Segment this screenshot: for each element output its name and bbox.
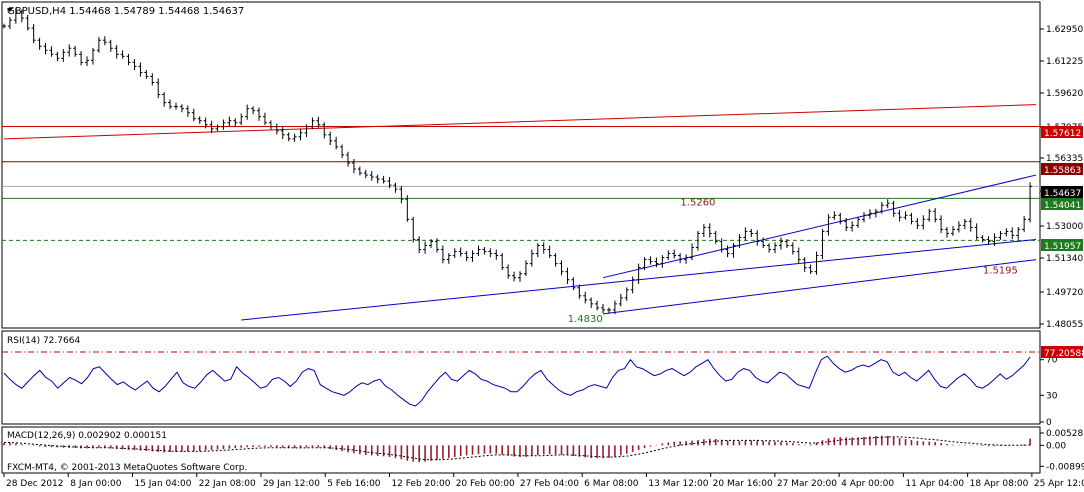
time-axis: 28 Dec 2012 8 Jan 00:00 15 Jan 04:00 22 Jan… — [3, 473, 1084, 489]
price-tag-box — [1041, 239, 1083, 251]
time-tick-label: 27 Mar 20:00 — [777, 479, 837, 489]
price-annotation: 1.4830 — [568, 314, 603, 325]
price-annotations: 1.5260 1.4830 1.5195 — [568, 197, 1018, 325]
time-tick-label: 18 Apr 08:00 — [970, 479, 1029, 489]
time-tick-label: 28 Dec 2012 — [6, 479, 64, 489]
macd-tick-label: 0.00 — [1046, 441, 1066, 451]
time-tick-label: 12 Feb 20:00 — [391, 479, 450, 489]
macd-histogram — [3, 435, 1031, 463]
copyright-watermark: FXCM-MT4, © 2001-2013 MetaQuotes Softwar… — [7, 463, 247, 473]
macd-tick-label: 0.00528 — [1046, 429, 1083, 439]
macd-pane: 0.00528 0.00 -0.00899 MACD(12,26,9) 0.0029… — [1, 426, 1084, 474]
time-tick-label: 20 Mar 16:00 — [713, 479, 773, 489]
rsi-pane-border — [1, 330, 1041, 425]
price-tick-label: 1.49720 — [1046, 288, 1083, 298]
time-tick-label: 13 Mar 12:00 — [648, 479, 708, 489]
macd-pane-border — [1, 426, 1041, 474]
time-tick-label: 11 Apr 04:00 — [905, 479, 964, 489]
macd-header: MACD(12,26,9) 0.002902 0.000151 — [7, 431, 167, 441]
time-tick-label: 8 Jan 00:00 — [70, 479, 122, 489]
price-tick-label: 1.51340 — [1046, 254, 1083, 264]
rsi-tick-label: 0 — [1046, 418, 1052, 428]
rsi-pane: 70 30 0 77.20588 RSI(14) 72.7664 — [1, 330, 1084, 428]
price-tags: 1.57612 1.55863 1.54637 1.54041 1.51957 — [1041, 126, 1083, 252]
price-trend-lines — [3, 104, 1037, 321]
rsi-tick-label: 70 — [1046, 356, 1058, 366]
time-tick-label: 25 Apr 12:00 — [1034, 479, 1084, 489]
price-tag-box — [1041, 126, 1083, 138]
price-tick-label: 1.53000 — [1046, 222, 1083, 232]
price-tick-label: 1.59620 — [1046, 89, 1083, 99]
price-tag-label: 1.54041 — [1044, 201, 1081, 211]
trend-line — [3, 104, 1037, 140]
price-pane-border — [1, 1, 1041, 329]
price-tag-label: 1.54637 — [1044, 189, 1081, 199]
rsi-header: RSI(14) 72.7664 — [7, 336, 80, 346]
symbol-header: GBPUSD,H4 1.54468 1.54789 1.54468 1.5463… — [7, 6, 244, 17]
price-pane: 1.5260 1.4830 1.5195 1.62950 1.61225 1.59620… — [1, 1, 1083, 330]
time-tick-label: 15 Jan 04:00 — [134, 479, 191, 489]
price-tick-label: 1.61225 — [1046, 57, 1083, 67]
price-tag-box — [1041, 186, 1083, 198]
price-annotation: 1.5195 — [983, 266, 1018, 277]
trend-line — [602, 259, 1037, 315]
time-tick-label: 4 Apr 00:00 — [841, 479, 894, 489]
price-y-axis: 1.629501.612251.596201.579751.563351.546… — [1040, 25, 1083, 330]
price-tag-box — [1041, 198, 1083, 210]
price-tick-label: 1.62950 — [1046, 25, 1083, 35]
price-tag-label: 1.51957 — [1044, 242, 1081, 252]
time-tick-label: 22 Jan 08:00 — [199, 479, 256, 489]
price-tag-label: 1.55863 — [1044, 166, 1081, 176]
price-tick-label: 1.48055 — [1046, 320, 1083, 330]
price-tag-box — [1041, 163, 1083, 175]
price-bars — [2, 8, 1033, 315]
time-tick-label: 6 Mar 08:00 — [584, 479, 639, 489]
rsi-level-tag-box — [1041, 346, 1083, 358]
rsi-y-axis: 70 30 0 77.20588 — [1040, 346, 1084, 428]
rsi-line — [3, 355, 1031, 407]
rsi-series-line — [3, 355, 1031, 407]
rsi-tick-label: 30 — [1046, 391, 1058, 401]
time-tick-label: 29 Jan 12:00 — [263, 479, 320, 489]
price-horizontal-lines — [2, 126, 1040, 241]
price-tag-label: 1.57612 — [1044, 129, 1081, 139]
time-tick-label: 20 Feb 00:00 — [456, 479, 515, 489]
macd-y-axis: 0.00528 0.00 -0.00899 — [1040, 429, 1084, 472]
price-tick-label: 1.56335 — [1046, 154, 1083, 164]
symbol-dropdown-icon — [7, 8, 13, 12]
trend-line — [602, 174, 1037, 279]
price-annotation: 1.5260 — [680, 197, 715, 208]
rsi-level-tag-label: 77.20588 — [1044, 349, 1084, 359]
macd-tick-label: -0.00899 — [1046, 462, 1084, 472]
time-tick-label: 5 Feb 16:00 — [327, 479, 381, 489]
time-tick-label: 27 Feb 04:00 — [520, 479, 579, 489]
